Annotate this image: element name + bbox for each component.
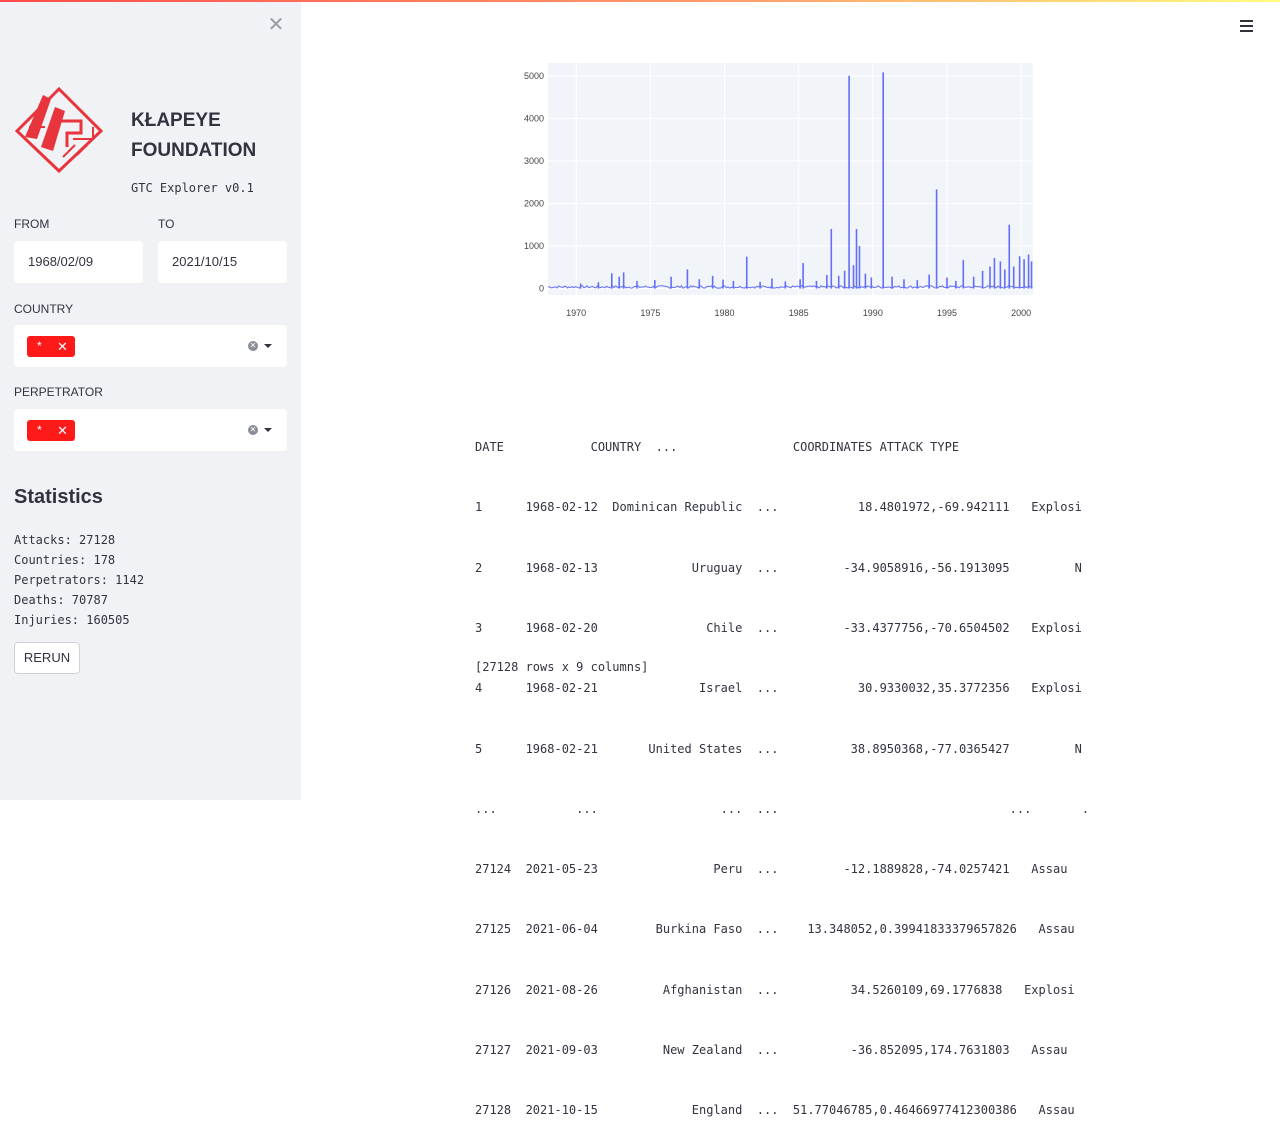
- dataframe-row: 4 1968-02-21 Israel ... 30.9330032,35.37…: [475, 681, 1082, 696]
- dataframe-row: 27124 2021-05-23 Peru ... -12.1889828,-7…: [475, 862, 1068, 877]
- to-label: TO: [158, 217, 175, 231]
- clear-country-icon[interactable]: ✕: [248, 341, 258, 351]
- dataframe-row: 5 1968-02-21 United States ... 38.895036…: [475, 741, 1082, 756]
- country-chip-label: *: [37, 339, 42, 353]
- country-chip: * ✕: [27, 336, 75, 357]
- perpetrator-chip-label: *: [37, 423, 42, 437]
- chart-gridlines: [548, 63, 1033, 295]
- sidebar: ✕ KŁAPEYE FOUNDATION GTC Explorer v0.1 F…: [0, 0, 301, 800]
- rerun-button[interactable]: RERUN: [14, 642, 80, 674]
- perpetrator-multiselect[interactable]: * ✕ ✕: [14, 409, 287, 451]
- perpetrator-chip: * ✕: [27, 420, 75, 441]
- dataframe-row: 27128 2021-10-15 England ... 51.77046785…: [475, 1103, 1075, 1118]
- plot-background: [548, 63, 1033, 295]
- y-tick-label: 3000: [524, 156, 544, 166]
- dataframe-row: 27125 2021-06-04 Burkina Faso ... 13.348…: [475, 922, 1075, 937]
- brand-name: KŁAPEYE FOUNDATION: [131, 106, 256, 166]
- dataframe-output: DATE COUNTRY ... COORDINATES ATTACK TYPE…: [475, 397, 1107, 1140]
- chart-tick-labels: 0 1000 2000 3000 4000 5000 1970 1975 1980 1985 199…: [524, 71, 1031, 318]
- dataframe-header: DATE COUNTRY ... COORDINATES ATTACK TYPE: [475, 440, 960, 455]
- y-tick-label: 1000: [524, 241, 544, 251]
- perpetrator-dropdown-caret-icon[interactable]: [264, 428, 272, 432]
- brand-line-1: KŁAPEYE: [131, 110, 221, 131]
- dataframe-row: 27126 2021-08-26 Afghanistan ... 34.5260…: [475, 982, 1075, 997]
- from-label: FROM: [14, 217, 50, 231]
- dataframe-shape: [27128 rows x 9 columns]: [475, 660, 649, 674]
- country-multiselect[interactable]: * ✕ ✕: [14, 325, 287, 367]
- country-dropdown-caret-icon[interactable]: [264, 344, 272, 348]
- app-version: GTC Explorer v0.1: [131, 181, 254, 195]
- x-tick-label: 1995: [937, 308, 957, 318]
- stat-deaths: Deaths: 70787: [14, 593, 108, 607]
- to-date-input[interactable]: 2021/10/15: [158, 241, 287, 283]
- brand-line-2: FOUNDATION: [131, 140, 257, 161]
- dataframe-row: 27127 2021-09-03 New Zealand ... -36.852…: [475, 1043, 1068, 1057]
- x-tick-label: 1985: [789, 308, 809, 318]
- statistics-list: Attacks: 27128 Countries: 178 Perpetrato…: [14, 530, 144, 630]
- attacks-line-chart: 0 1000 2000 3000 4000 5000 1970 1975 1980 1985 199…: [524, 63, 1033, 318]
- statistics-heading: Statistics: [14, 486, 103, 508]
- y-tick-label: 2000: [524, 198, 544, 208]
- y-tick-label: 0: [539, 284, 544, 294]
- x-tick-label: 1970: [566, 308, 586, 318]
- hamburger-menu-icon[interactable]: [1238, 16, 1256, 36]
- close-sidebar-icon[interactable]: ✕: [267, 14, 285, 36]
- dataframe-ellipsis-row: ... ... ... ... ... .: [475, 801, 1090, 816]
- x-tick-label: 1990: [863, 308, 883, 318]
- dataframe-row: 2 1968-02-13 Uruguay ... -34.9058916,-56…: [475, 560, 1082, 575]
- x-tick-label: 2000: [1011, 308, 1031, 318]
- from-date-input[interactable]: 1968/02/09: [14, 241, 143, 283]
- y-tick-label: 5000: [524, 71, 544, 81]
- series-spikes: [579, 72, 1033, 289]
- x-tick-label: 1980: [714, 308, 734, 318]
- dataframe-row: 3 1968-02-20 Chile ... -33.4377756,-70.6…: [475, 621, 1082, 636]
- perpetrator-chip-remove-icon[interactable]: ✕: [57, 423, 68, 438]
- stat-injuries: Injuries: 160505: [14, 613, 130, 627]
- dataframe-row: 1 1968-02-12 Dominican Republic ... 18.4…: [475, 500, 1082, 515]
- country-chip-remove-icon[interactable]: ✕: [57, 339, 68, 354]
- y-tick-label: 4000: [524, 113, 544, 123]
- stat-attacks: Attacks: 27128: [14, 533, 116, 547]
- series-baseline: [547, 284, 1033, 289]
- stat-countries: Countries: 178: [14, 553, 116, 567]
- perpetrator-label: PERPETRATOR: [14, 385, 103, 399]
- top-decoration-bar: [0, 0, 1280, 2]
- country-label: COUNTRY: [14, 302, 74, 316]
- clear-perpetrator-icon[interactable]: ✕: [248, 425, 258, 435]
- x-tick-label: 1975: [640, 308, 660, 318]
- stat-perpetrators: Perpetrators: 1142: [14, 573, 145, 587]
- foundation-logo: [15, 87, 103, 173]
